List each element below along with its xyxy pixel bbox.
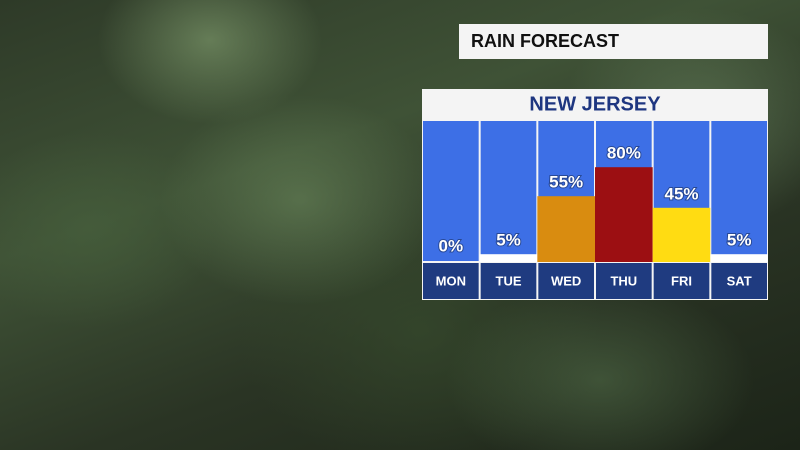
value-label: 0% (439, 236, 464, 255)
x-tick-label: THU (610, 273, 637, 288)
column-background (480, 121, 537, 261)
value-label: 80% (607, 144, 641, 163)
x-tick-label: WED (551, 273, 581, 288)
bar (479, 254, 538, 262)
column-background (711, 121, 767, 261)
subtitle-box (422, 89, 768, 119)
column-background (423, 121, 479, 261)
day-label-box (653, 263, 710, 299)
value-label: 45% (664, 184, 698, 203)
chart-subtitle: NEW JERSEY (529, 93, 661, 115)
x-tick-label: TUE (496, 273, 522, 288)
day-label-box (480, 263, 537, 299)
day-label-box (423, 263, 479, 299)
title-box (459, 24, 768, 59)
bar (652, 207, 711, 263)
day-label-box (596, 263, 652, 299)
bar (595, 167, 653, 262)
day-label-box (538, 263, 594, 299)
bar (537, 196, 595, 262)
value-label: 5% (496, 231, 521, 250)
value-label: 5% (727, 231, 752, 250)
x-tick-label: MON (436, 273, 466, 288)
x-tick-label: FRI (671, 273, 692, 288)
day-label-box (711, 263, 767, 299)
x-tick-label: SAT (727, 273, 752, 288)
value-label: 55% (549, 173, 583, 192)
bar (710, 254, 768, 262)
chart-title: RAIN FORECAST (471, 31, 619, 51)
